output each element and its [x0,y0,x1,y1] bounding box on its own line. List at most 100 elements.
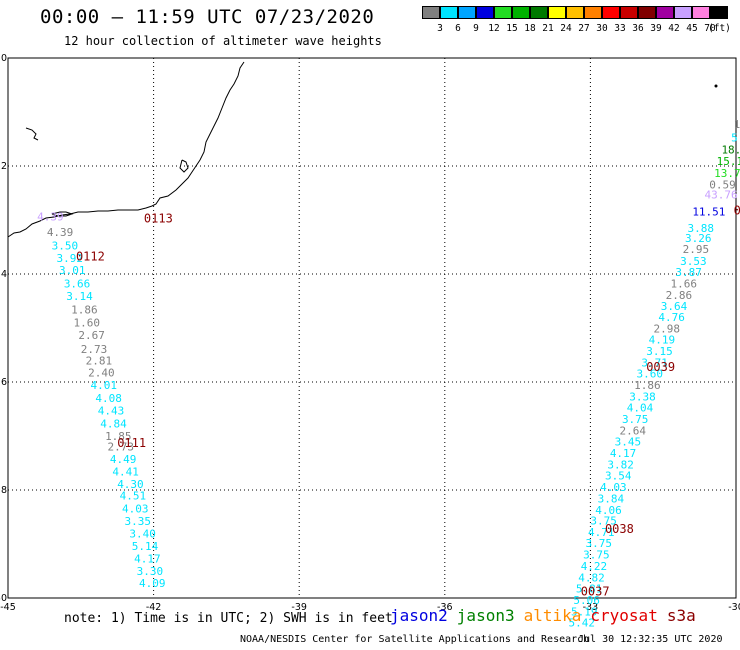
wave-height-value: 3.40 [129,528,156,541]
colorbar-label: 6 [455,23,461,34]
wave-height-value: 3.15 [646,345,673,358]
units-note: note: 1) Time is in UTC; 2) SWH is in fe… [64,611,393,626]
wave-height-value: 3.75 [622,413,649,426]
wave-height-value: 4.39 [37,211,64,224]
wave-height-value: 3.84 [598,492,625,505]
wave-height-value: 3.53 [680,255,707,268]
colorbar-swatch [692,6,710,19]
wave-height-value: 1.66 [670,278,697,291]
wave-height-value: 4.09 [139,577,166,590]
wave-height-value: 4.17 [134,552,161,565]
lon-tick-label: -33 [583,602,599,613]
wave-height-value: 3.60 [637,368,664,381]
wave-height-value: 3.92 [57,252,84,265]
satellite-legend: jason2 jason3 altika cryosat s3a [390,606,705,625]
wave-height-value: 3.26 [685,232,712,245]
wave-height-value: 3.64 [661,300,688,313]
wave-height-value: 2.73 [107,441,134,454]
colorbar-unit: (ft) [708,23,731,34]
generated-timestamp: Jul 30 12:32:35 UTC 2020 [578,634,723,645]
map-subtitle: 12 hour collection of altimeter wave hei… [64,34,382,48]
wave-height-value: 2.67 [78,329,105,342]
pass-number-label: 0038 [605,522,634,536]
wave-height-value: 5.19 [571,605,598,618]
colorbar-swatch [476,6,494,19]
lon-tick-label: -36 [437,602,453,613]
pass-number-label: 0037 [581,584,610,598]
colorbar-label: 12 [488,23,500,34]
wave-height-value: 4.19 [649,334,676,347]
wave-height-value: 13.78 [714,167,740,180]
wave-height-value: 3.66 [64,278,91,291]
wave-height-value: 5.81 [576,583,603,596]
wave-height-value: 5.06 [573,594,600,607]
colorbar-swatch [584,6,602,19]
colorbar-swatch [494,6,512,19]
colorbar-label: 33 [614,23,626,34]
wave-height-value: 3.75 [583,549,610,562]
pass-number-label: 0112 [76,250,105,264]
legend-jason3: jason3 [456,606,515,625]
wave-height-value: 4.08 [95,392,122,405]
wave-height-value: 2.40 [88,367,115,380]
credit-line: NOAA/NESDIS Center for Satellite Applica… [240,634,590,645]
wave-height-value: 2.86 [666,289,693,302]
map-frame [7,57,737,599]
legend-altika: altika [523,606,582,625]
wave-height-value: 3.82 [607,458,634,471]
colorbar-label: 36 [632,23,644,34]
wave-height-value: 3.87 [675,266,702,279]
colorbar-label: 70 [704,23,716,34]
colorbar-swatch [530,6,548,19]
lon-tick-label: -42 [146,602,162,613]
wave-height-value: 3.71 [641,356,668,369]
wave-height-value: 4.43 [98,404,125,417]
wave-height-value: 4.06 [595,504,622,517]
colorbar-label: 42 [668,23,680,34]
wave-height-value: 3.54 [605,470,632,483]
colorbar-label: 18 [524,23,536,34]
wave-height-value: 3.01 [59,264,86,277]
wave-height-value: 4.71 [588,526,615,539]
wave-height-value: 2.64 [620,424,647,437]
lon-tick-label: -39 [291,602,307,613]
lat-tick-label: -28 [0,485,7,496]
wave-height-value: 4.17 [610,447,637,460]
legend-jason2: jason2 [390,606,448,625]
wave-height-value: 4.03 [600,481,627,494]
wave-height-value: 4.30 [117,478,144,491]
pass-number-label: 0 [734,204,740,218]
colorbar-label: 30 [596,23,608,34]
wave-height-value: 5. [731,132,740,145]
wave-height-value: 4.82 [578,571,605,584]
wave-height-value: 3.30 [137,565,164,578]
colorbar-label: 3 [437,23,443,34]
lat-tick-label: -30 [0,593,7,604]
island-dot [714,84,718,88]
wave-height-value: 4.39 [47,226,74,239]
lat-tick-label: -22 [0,161,7,172]
wave-height-value: 4.41 [112,465,139,478]
map-title: 00:00 – 11:59 UTC 07/23/2020 [40,6,375,28]
wave-height-value: 1.60 [74,316,101,329]
pass-number-label: 0039 [646,360,675,374]
wave-height-value: 3.14 [66,290,93,303]
wave-height-value: 43.76 [704,188,737,201]
legend-cryosat: cryosat [590,606,658,625]
wave-height-value: 11.51 [692,206,725,219]
wave-height-value: 0.59 [709,179,736,192]
wave-height-value: 2.95 [683,243,710,256]
colorbar-label: 45 [686,23,698,34]
lat-tick-label: -26 [0,377,7,388]
colorbar-swatch [548,6,566,19]
wave-height-value: 4.51 [120,490,147,503]
lon-tick-label: -45 [0,602,16,613]
wave-height-value: 15.1 [717,155,740,168]
colorbar-swatch [566,6,584,19]
colorbar-swatch [440,6,458,19]
wave-height-value: 4.03 [122,503,149,516]
wave-height-value: 4.49 [110,453,137,466]
coastline [7,61,245,238]
colorbar-label: 24 [560,23,572,34]
